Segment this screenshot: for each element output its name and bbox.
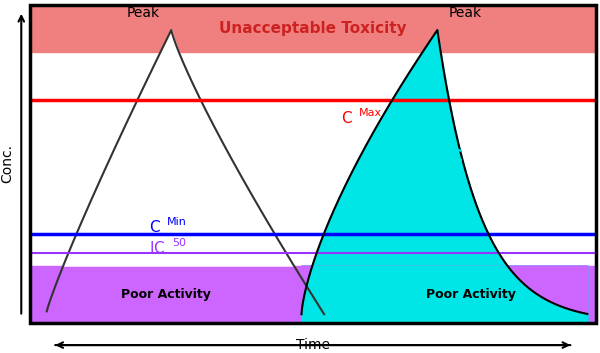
Text: $\mathregular{C}$: $\mathregular{C}$ bbox=[341, 109, 353, 126]
Text: Unacceptable Toxicity: Unacceptable Toxicity bbox=[219, 21, 407, 36]
Bar bbox=[30, 5, 596, 52]
Text: $\mathregular{IC}$: $\mathregular{IC}$ bbox=[149, 240, 165, 256]
Text: Time: Time bbox=[296, 338, 330, 352]
Text: $\mathregular{C}$: $\mathregular{C}$ bbox=[149, 219, 160, 235]
Text: AUC: AUC bbox=[422, 148, 464, 166]
Text: Poor Activity: Poor Activity bbox=[427, 288, 516, 301]
Text: Poor Activity: Poor Activity bbox=[121, 288, 211, 301]
Bar bbox=[30, 265, 596, 323]
Text: Peak: Peak bbox=[127, 6, 160, 20]
Text: Peak: Peak bbox=[449, 6, 482, 20]
Text: Min: Min bbox=[167, 217, 187, 227]
Text: Max: Max bbox=[359, 108, 382, 118]
Text: Conc.: Conc. bbox=[0, 144, 14, 183]
Text: 50: 50 bbox=[172, 238, 187, 248]
